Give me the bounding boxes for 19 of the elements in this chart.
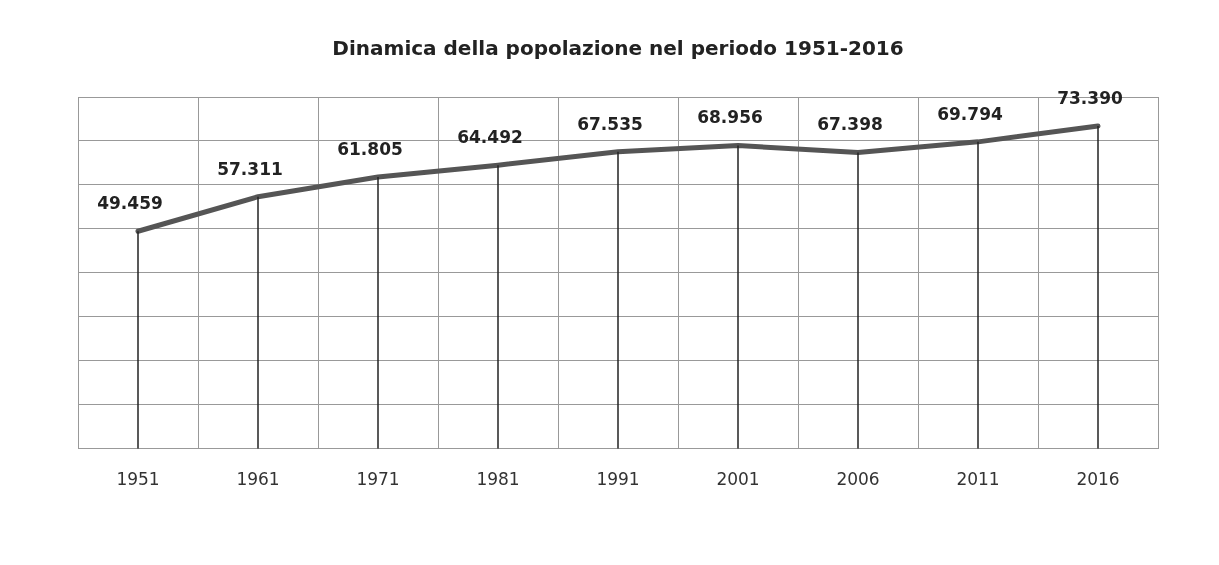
data-label: 68.956 (697, 107, 763, 128)
x-tick-label: 1991 (596, 469, 640, 490)
data-label: 67.535 (577, 113, 643, 134)
data-label: 69.794 (937, 103, 1003, 124)
chart-title: Dinamica della popolazione nel periodo 1951-2016 (332, 36, 904, 61)
data-label: 57.311 (217, 158, 283, 179)
x-tick-label: 1961 (236, 469, 280, 490)
x-tick-label: 2006 (836, 469, 880, 490)
data-label: 73.390 (1057, 87, 1123, 108)
x-tick-label: 1951 (116, 469, 160, 490)
x-tick-label: 2011 (956, 469, 1000, 490)
x-tick-label: 1981 (476, 469, 520, 490)
data-label: 61.805 (337, 138, 403, 159)
x-tick-label: 2016 (1076, 469, 1120, 490)
data-label: 67.398 (817, 114, 883, 135)
data-label: 49.459 (97, 193, 163, 214)
x-tick-label: 2001 (716, 469, 760, 490)
x-tick-label: 1971 (356, 469, 400, 490)
data-label: 64.492 (457, 127, 523, 148)
